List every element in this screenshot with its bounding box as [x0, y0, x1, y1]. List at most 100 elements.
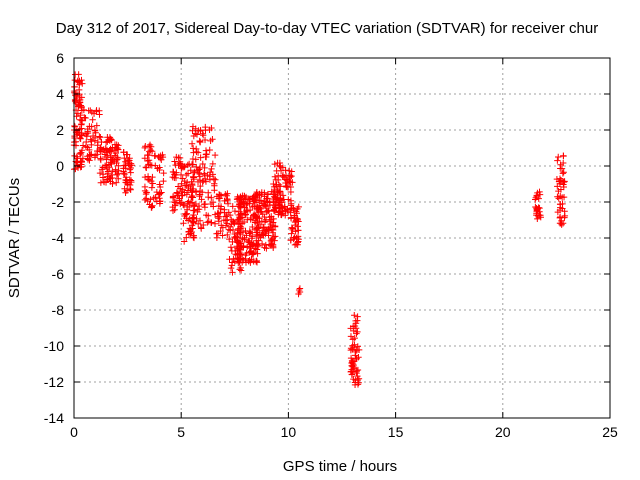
data-point: [75, 102, 82, 110]
data-point: [264, 195, 271, 202]
data-point: [196, 170, 203, 178]
data-point: [147, 147, 154, 154]
data-point: [208, 219, 215, 226]
data-point: [143, 189, 150, 196]
data-point: [248, 255, 255, 263]
data-point: [180, 220, 187, 227]
data-point: [145, 176, 153, 184]
data-point: [169, 207, 177, 214]
data-point: [157, 183, 164, 191]
data-point: [149, 180, 156, 187]
data-point: [196, 176, 204, 184]
data-point: [534, 215, 541, 223]
data-point: [201, 200, 209, 208]
data-point: [211, 180, 218, 187]
data-point: [208, 194, 215, 201]
data-point: [349, 336, 357, 343]
data-point: [351, 341, 358, 348]
data-point: [236, 229, 243, 236]
data-point: [212, 176, 219, 183]
data-point: [185, 198, 192, 205]
data-point: [196, 217, 204, 224]
data-point: [560, 159, 567, 167]
data-point: [256, 197, 263, 204]
data-point: [288, 230, 295, 237]
data-point: [199, 160, 206, 168]
data-point: [197, 154, 204, 161]
data-point: [113, 156, 120, 164]
data-point: [102, 179, 110, 186]
data-point: [100, 146, 107, 153]
data-point: [149, 173, 156, 181]
data-point: [286, 172, 294, 179]
data-point: [249, 233, 256, 240]
data-point: [184, 161, 191, 169]
data-point: [234, 236, 241, 244]
data-point: [265, 207, 272, 214]
data-point: [227, 244, 235, 251]
data-point: [246, 196, 253, 203]
data-point: [554, 157, 561, 164]
data-point: [236, 194, 244, 201]
data-point: [554, 193, 561, 200]
data-point: [245, 237, 252, 244]
data-point: [295, 227, 302, 234]
data-point: [222, 222, 230, 229]
data-point: [78, 94, 85, 101]
data-point: [213, 234, 221, 242]
data-point: [99, 164, 107, 171]
data-point: [257, 208, 264, 215]
data-point: [96, 169, 104, 177]
data-point: [262, 216, 270, 223]
data-point: [269, 229, 277, 236]
data-point: [240, 218, 248, 226]
data-point: [77, 150, 84, 158]
data-point: [263, 226, 270, 234]
data-point: [78, 121, 85, 128]
data-point: [123, 179, 131, 187]
data-point: [122, 162, 129, 169]
y-axis-label: SDTVAR / TECUs: [6, 178, 23, 298]
data-point: [226, 256, 233, 263]
data-point: [113, 179, 120, 186]
data-point: [188, 180, 196, 188]
data-point: [251, 212, 258, 219]
data-point: [196, 192, 203, 200]
data-point: [271, 173, 279, 180]
data-point: [275, 181, 283, 189]
data-point: [71, 132, 78, 140]
data-point: [128, 162, 135, 169]
data-point: [287, 183, 295, 191]
data-point: [281, 203, 289, 211]
data-point: [560, 152, 567, 159]
x-tick-label: 15: [388, 424, 404, 440]
data-point: [209, 136, 216, 143]
data-point: [254, 225, 262, 232]
data-point: [198, 196, 205, 203]
y-tick-label: 6: [56, 50, 64, 66]
data-point: [185, 231, 193, 238]
data-point: [151, 152, 159, 159]
data-point: [258, 202, 266, 209]
data-point: [238, 224, 245, 232]
data-point: [211, 220, 219, 227]
data-point: [270, 201, 278, 209]
data-point: [185, 217, 192, 224]
data-point: [263, 207, 271, 215]
data-point: [248, 247, 255, 255]
data-point: [291, 212, 298, 219]
data-point: [287, 237, 294, 244]
data-point: [555, 153, 562, 161]
data-point: [97, 148, 104, 155]
data-point: [240, 242, 247, 250]
data-point: [209, 171, 217, 178]
x-tick-label: 10: [281, 424, 297, 440]
data-point: [76, 126, 83, 133]
data-point: [287, 215, 295, 222]
data-point: [215, 215, 222, 222]
data-point: [74, 159, 81, 166]
data-point: [190, 214, 198, 221]
data-point: [115, 146, 122, 153]
data-point: [274, 176, 282, 184]
